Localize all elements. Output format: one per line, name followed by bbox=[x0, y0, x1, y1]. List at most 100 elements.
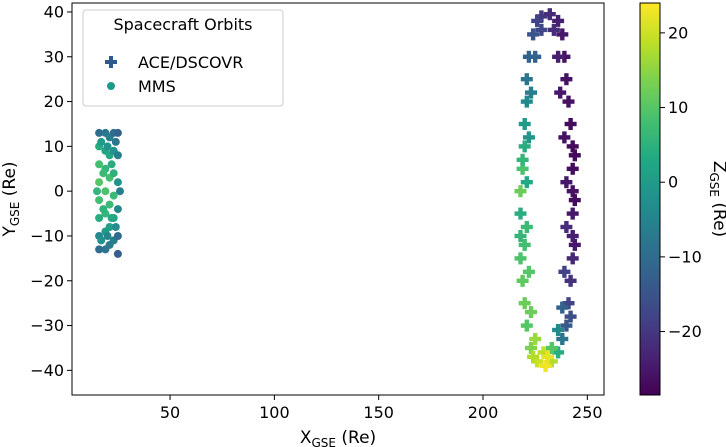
ace-point bbox=[562, 95, 575, 108]
colorbar-tick-label: −20 bbox=[668, 322, 702, 341]
y-tick-label: −30 bbox=[30, 316, 64, 335]
mms-point bbox=[113, 249, 122, 258]
ace-point bbox=[543, 8, 556, 21]
colorbar-tick-label: −10 bbox=[668, 247, 702, 266]
mms-point bbox=[101, 187, 110, 196]
ace-point bbox=[514, 185, 527, 198]
ace-point bbox=[518, 118, 531, 130]
ace-point bbox=[527, 350, 540, 363]
ace-point bbox=[562, 297, 575, 310]
mms-point bbox=[113, 178, 122, 187]
ace-point bbox=[520, 95, 533, 108]
mms-point bbox=[97, 137, 106, 146]
y-axis-label-main: Y bbox=[0, 226, 20, 238]
ace-point bbox=[520, 73, 533, 86]
legend-title: Spacecraft Orbits bbox=[113, 15, 252, 34]
mms-point bbox=[93, 187, 101, 196]
mms-point bbox=[99, 205, 108, 214]
ace-point bbox=[552, 14, 565, 27]
legend-label-ace: ACE/DSCOVR bbox=[138, 53, 243, 72]
colorbar-tick-label: 20 bbox=[668, 23, 688, 42]
y-tick-label: −40 bbox=[30, 361, 64, 380]
ace-point bbox=[525, 86, 537, 99]
x-axis-ticks: 50 100 150 200 250 bbox=[160, 395, 603, 422]
mms-point bbox=[103, 142, 112, 151]
y-tick-label: 20 bbox=[44, 92, 64, 111]
ace-point bbox=[552, 50, 565, 63]
ace-point bbox=[558, 50, 571, 63]
ace-point bbox=[531, 355, 544, 368]
y-tick-label: −10 bbox=[30, 226, 64, 245]
ace-point bbox=[520, 319, 533, 332]
ace-point bbox=[525, 306, 537, 319]
ace-point bbox=[514, 252, 527, 265]
mms-point bbox=[95, 245, 104, 254]
ace-point bbox=[518, 140, 531, 153]
ace-point bbox=[566, 230, 579, 242]
mms-point bbox=[107, 160, 116, 169]
y-tick-label: 40 bbox=[44, 2, 64, 21]
ace-point bbox=[522, 265, 535, 278]
ace-point bbox=[531, 14, 544, 27]
ace-point bbox=[560, 221, 573, 233]
ace-point bbox=[552, 324, 565, 336]
x-tick-label: 50 bbox=[160, 403, 180, 422]
legend-box bbox=[82, 9, 284, 107]
colorbar-label-unit: (Re) bbox=[709, 197, 726, 237]
ace-point bbox=[516, 162, 529, 175]
ace-point bbox=[518, 297, 531, 310]
legend: Spacecraft Orbits ACE/DSCOVR MMS bbox=[82, 9, 284, 107]
ace-point bbox=[522, 131, 535, 144]
ace-point bbox=[516, 153, 529, 166]
ace-point bbox=[566, 252, 579, 265]
ace-point bbox=[560, 319, 573, 332]
y-axis-label-sub: GSE bbox=[8, 202, 22, 227]
mms-point bbox=[105, 200, 114, 209]
ace-point bbox=[560, 73, 573, 86]
mms-point bbox=[95, 160, 104, 169]
y-tick-label: 30 bbox=[44, 47, 64, 66]
legend-circle-icon bbox=[107, 82, 115, 90]
mms-point bbox=[95, 196, 104, 205]
ace-point bbox=[552, 346, 565, 359]
ace-point bbox=[556, 28, 569, 41]
colorbar-label-sub: GSE bbox=[707, 172, 721, 197]
data-points-layer bbox=[93, 8, 581, 372]
y-axis-label-unit: (Re) bbox=[0, 161, 20, 201]
x-axis-label-main: X bbox=[300, 428, 312, 447]
colorbar-tick-label: 0 bbox=[668, 173, 678, 192]
legend-label-mms: MMS bbox=[138, 77, 176, 96]
mms-point bbox=[113, 205, 122, 214]
x-tick-label: 200 bbox=[468, 403, 499, 422]
x-tick-label: 150 bbox=[363, 403, 394, 422]
y-tick-label: 10 bbox=[44, 137, 64, 156]
mms-point bbox=[113, 151, 122, 160]
x-tick-label: 250 bbox=[572, 403, 603, 422]
mms-point bbox=[97, 236, 106, 245]
colorbar-ticks: 20 10 0 −10 −20 bbox=[660, 23, 702, 341]
mms-point bbox=[111, 137, 120, 146]
ace-point bbox=[556, 301, 569, 314]
y-tick-label: 0 bbox=[54, 182, 64, 201]
mms-point bbox=[109, 191, 118, 200]
ace-point bbox=[516, 274, 529, 287]
y-axis-label: YGSE (Re) bbox=[0, 161, 22, 237]
ace-point bbox=[518, 238, 531, 251]
ace-point bbox=[527, 28, 540, 41]
x-axis-label-sub: GSE bbox=[311, 436, 336, 447]
ace-point bbox=[541, 350, 554, 363]
ace-point bbox=[535, 10, 548, 23]
mms-point bbox=[116, 187, 124, 196]
mms-point bbox=[95, 178, 104, 187]
ace-point bbox=[545, 355, 558, 368]
ace-point bbox=[568, 149, 581, 162]
mms-point bbox=[111, 223, 120, 231]
ace-point bbox=[539, 359, 552, 372]
ace-point bbox=[566, 207, 579, 220]
ace-point bbox=[568, 194, 581, 207]
colorbar-gradient bbox=[639, 2, 661, 396]
ace-point bbox=[525, 342, 537, 354]
legend-plus-icon bbox=[105, 56, 117, 68]
mms-point bbox=[113, 232, 122, 240]
